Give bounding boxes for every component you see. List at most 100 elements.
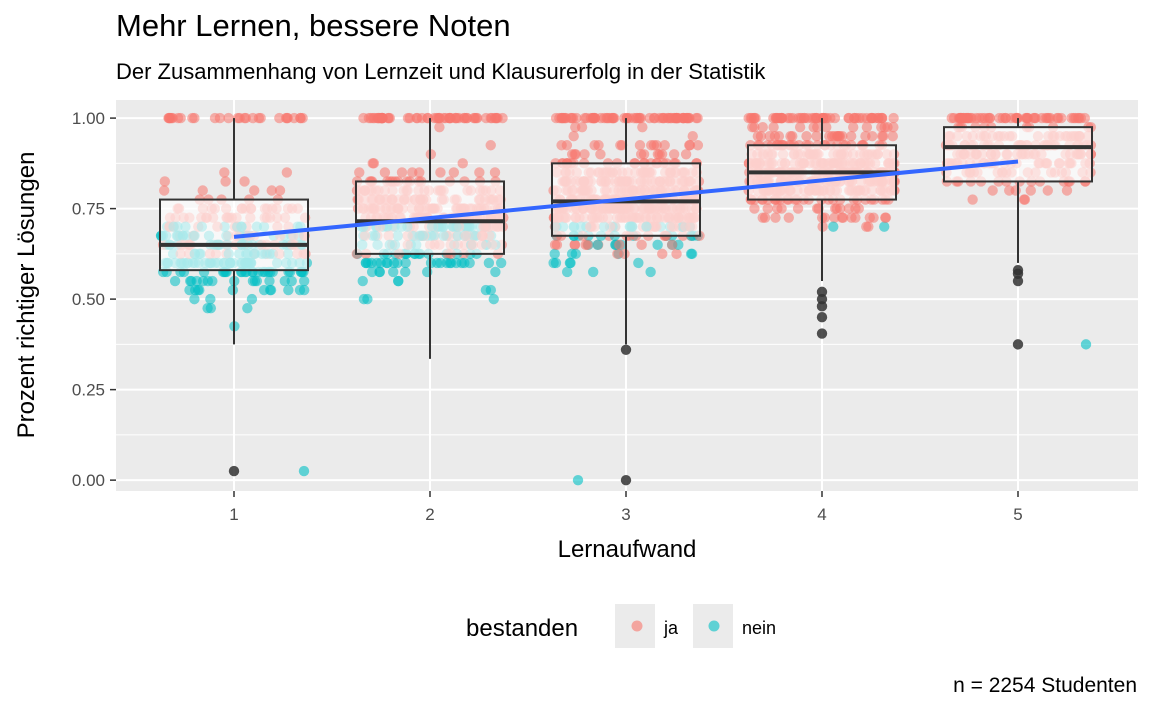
point-ja — [422, 112, 434, 124]
point-ja — [764, 131, 775, 142]
point-nein — [298, 465, 310, 477]
point-ja — [489, 112, 501, 124]
point-ja — [967, 194, 978, 205]
point-ja — [880, 212, 891, 223]
point-nein — [483, 257, 495, 269]
x-tick-label: 4 — [817, 505, 826, 524]
point-ja — [659, 140, 670, 151]
point-ja — [434, 112, 445, 124]
point-ja — [568, 131, 579, 142]
point-ja — [1004, 185, 1015, 196]
point-ja — [644, 112, 655, 124]
point-ja — [887, 131, 898, 142]
point-nein — [298, 275, 310, 287]
point-nein — [227, 284, 239, 296]
point-ja — [239, 112, 250, 124]
box-iqr — [943, 126, 1093, 183]
point-nein — [400, 257, 411, 269]
point-ja — [768, 121, 779, 133]
point-ja — [444, 112, 455, 124]
point-ja — [266, 185, 277, 196]
point-ja — [848, 121, 859, 133]
y-tick-label: 1.00 — [72, 109, 105, 128]
point-nein — [400, 266, 411, 278]
point-ja — [755, 131, 767, 142]
x-tick-label: 5 — [1013, 505, 1022, 524]
point-ja — [770, 212, 781, 223]
point-ja — [770, 112, 781, 124]
point-ja — [835, 203, 846, 214]
outlier-point — [816, 312, 828, 323]
point-nein — [357, 275, 368, 287]
x-tick-label: 2 — [425, 505, 434, 524]
point-ja — [888, 112, 899, 124]
point-ja — [175, 112, 186, 124]
trend-line — [233, 159, 1019, 239]
point-ja — [414, 167, 425, 178]
point-nein — [205, 302, 217, 314]
point-ja — [396, 167, 408, 178]
point-ja — [888, 121, 899, 133]
point-ja — [637, 121, 648, 133]
point-ja — [976, 112, 988, 124]
point-ja — [792, 203, 804, 214]
point-ja — [223, 112, 234, 124]
point-ja — [249, 185, 260, 196]
trend-line-layer — [233, 159, 1019, 239]
point-nein — [374, 266, 385, 278]
point-nein — [388, 257, 400, 269]
x-axis-title: Lernaufwand — [558, 536, 697, 563]
point-ja — [687, 131, 698, 142]
outlier-point — [1012, 339, 1024, 350]
point-ja — [280, 112, 292, 124]
point-ja — [1005, 112, 1017, 124]
point-nein — [251, 275, 263, 287]
point-nein — [388, 266, 399, 278]
point-nein — [264, 275, 275, 287]
point-ja — [1018, 194, 1030, 205]
point-nein — [189, 293, 200, 305]
point-ja — [877, 112, 888, 124]
x-tick-label: 3 — [621, 505, 630, 524]
y-tick-label: 0.75 — [72, 200, 105, 219]
point-ja — [556, 140, 567, 151]
point-nein — [360, 257, 372, 269]
outlier-point — [816, 293, 828, 305]
point-nein — [633, 257, 644, 269]
point-ja — [587, 112, 598, 124]
point-ja — [671, 248, 682, 260]
point-ja — [829, 212, 840, 223]
outlier-point — [816, 301, 828, 312]
point-ja — [634, 140, 646, 151]
outlier-point — [620, 474, 632, 486]
point-ja — [757, 212, 768, 223]
point-ja — [749, 203, 760, 214]
point-nein — [548, 257, 559, 269]
point-nein — [652, 239, 663, 251]
point-ja — [457, 158, 468, 169]
chart-subtitle: Der Zusammenhang von Lernzeit und Klausu… — [116, 59, 766, 84]
point-ja — [680, 149, 692, 160]
point-ja — [812, 121, 823, 133]
point-ja — [878, 131, 889, 142]
point-ja — [634, 112, 645, 124]
point-ja — [663, 112, 674, 124]
outlier-point — [816, 286, 828, 298]
point-ja — [614, 239, 625, 251]
legend-key-ja — [631, 620, 643, 632]
point-nein — [169, 275, 181, 287]
point-ja — [787, 131, 798, 142]
point-ja — [569, 149, 580, 160]
point-ja — [1061, 185, 1073, 196]
y-tick-label: 0.50 — [72, 290, 105, 309]
point-ja — [608, 112, 620, 124]
point-ja — [787, 112, 798, 124]
point-ja — [684, 140, 695, 151]
point-ja — [801, 131, 812, 142]
point-nein — [425, 257, 437, 269]
point-ja — [783, 212, 794, 223]
point-ja — [861, 121, 873, 133]
point-nein — [279, 275, 290, 287]
point-nein — [205, 293, 216, 305]
point-ja — [239, 176, 250, 187]
